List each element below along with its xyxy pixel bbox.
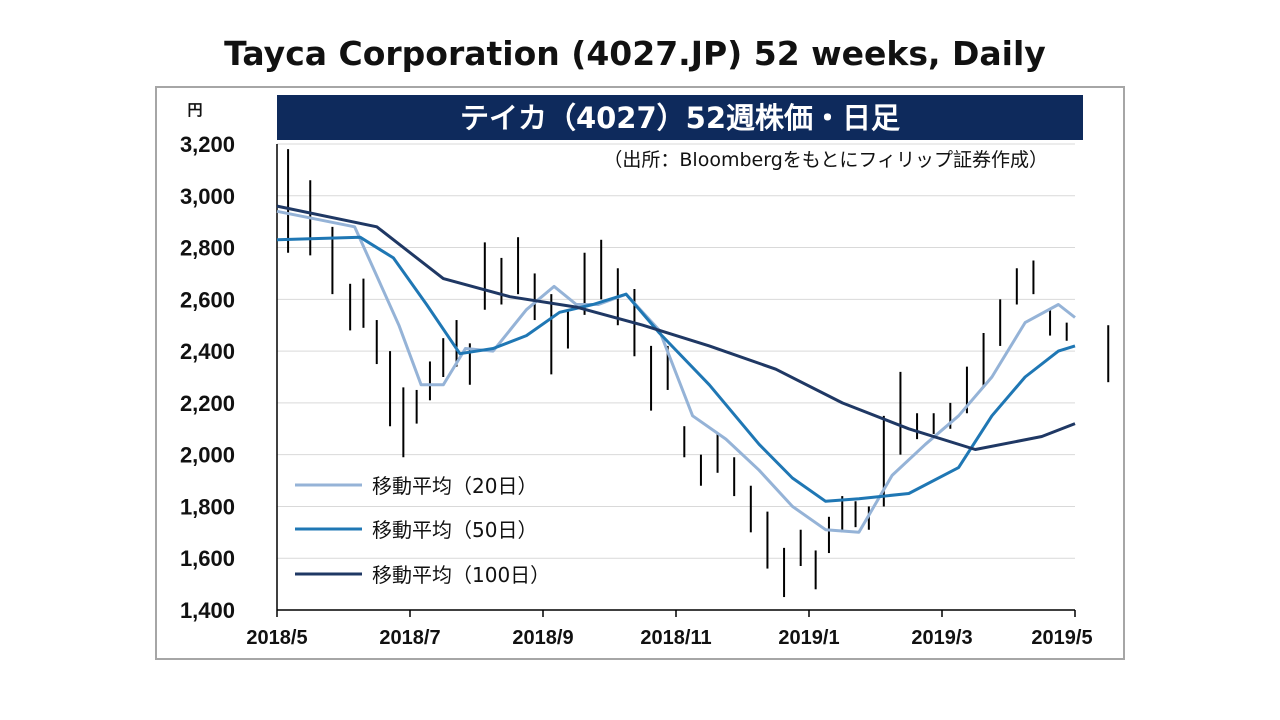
x-tick-label: 2019/3 xyxy=(911,627,972,649)
x-tick-label: 2018/5 xyxy=(246,627,307,649)
y-tick-label: 2,400 xyxy=(180,339,235,364)
moving-average-lines xyxy=(276,204,1076,534)
y-tick-label: 3,200 xyxy=(180,132,235,157)
x-tick-label: 2019/5 xyxy=(1031,627,1092,649)
y-tick-label: 2,200 xyxy=(180,391,235,416)
x-tick-label: 2018/9 xyxy=(512,627,573,649)
legend-label-ma50: 移動平均（50日） xyxy=(372,518,537,542)
page-title: Tayca Corporation (4027.JP) 52 weeks, Da… xyxy=(224,34,1046,73)
price-chart: 円 1,400 1,600 1,800 2,000 2,200 2,400 2,600 2,8… xyxy=(180,95,1110,649)
series-line-ma100 xyxy=(276,204,1076,451)
y-tick-label: 1,600 xyxy=(180,546,235,571)
axes: 円 1,400 1,600 1,800 2,000 2,200 2,400 2,600 2,8… xyxy=(180,102,1093,649)
chart-title-banner xyxy=(277,95,1083,140)
y-axis-unit: 円 xyxy=(187,102,202,119)
y-tick-label: 1,800 xyxy=(180,494,235,519)
chart-frame: 円 1,400 1,600 1,800 2,000 2,200 2,400 2,600 2,8… xyxy=(155,86,1125,660)
y-tick-label: 1,400 xyxy=(180,598,235,623)
x-tick-label: 2019/1 xyxy=(778,627,839,649)
legend-label-ma100: 移動平均（100日） xyxy=(372,563,550,587)
x-tick-label: 2018/11 xyxy=(640,627,711,649)
series-line-ma50 xyxy=(276,235,1076,503)
y-tick-label: 2,800 xyxy=(180,236,235,261)
legend: 移動平均（20日） 移動平均（50日） 移動平均（100日） xyxy=(295,474,550,587)
x-tick-label: 2018/7 xyxy=(379,627,440,649)
y-tick-label: 2,000 xyxy=(180,443,235,468)
chart-title: テイカ（4027）52週株価・日足 xyxy=(460,101,900,135)
chart-subtitle: （出所：Bloombergをもとにフィリップ証券作成） xyxy=(603,149,1048,171)
legend-label-ma20: 移動平均（20日） xyxy=(372,474,537,498)
y-tick-label: 3,000 xyxy=(180,184,235,209)
y-tick-label: 2,600 xyxy=(180,287,235,312)
